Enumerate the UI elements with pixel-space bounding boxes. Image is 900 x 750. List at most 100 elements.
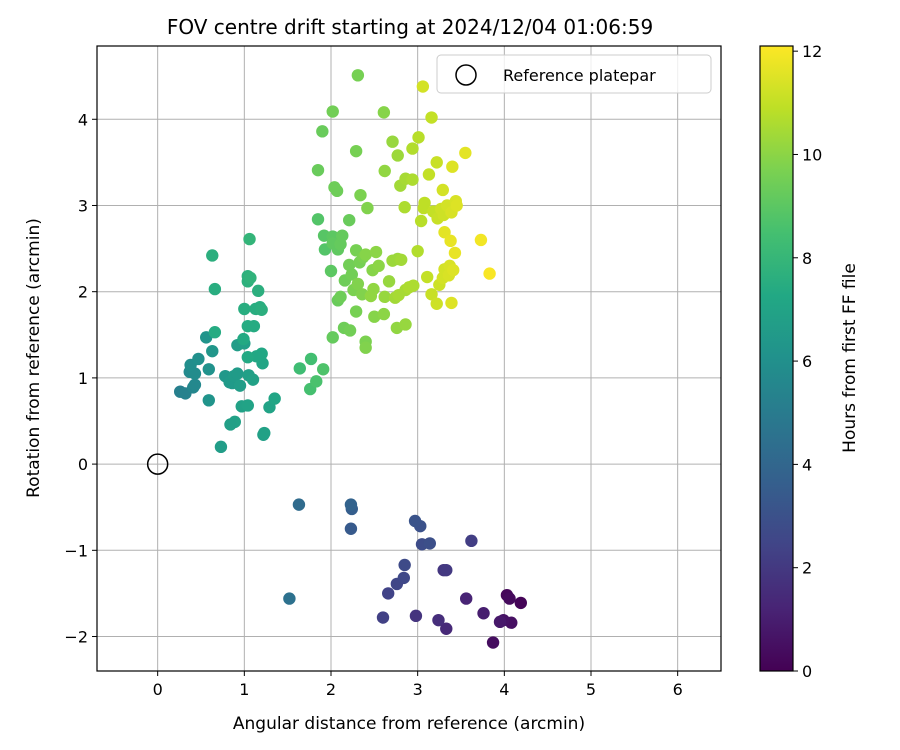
data-point — [206, 344, 219, 358]
data-point — [406, 173, 419, 186]
data-point — [412, 131, 425, 144]
x-tick-label: 6 — [673, 680, 683, 699]
data-point — [514, 596, 527, 610]
data-point — [258, 426, 271, 440]
legend-box — [436, 54, 712, 94]
data-point — [408, 514, 422, 528]
data-point — [436, 183, 449, 197]
data-point — [438, 226, 451, 239]
data-point — [292, 498, 306, 511]
data-point — [493, 615, 507, 629]
data-point — [324, 264, 338, 278]
data-point — [372, 259, 385, 273]
x-axis-title: Angular distance from reference (arcmin) — [233, 714, 585, 734]
data-point — [450, 199, 463, 212]
colorbar-title: Hours from first FF file — [840, 263, 860, 453]
data-point — [448, 246, 462, 260]
colorbar-gradient — [759, 45, 794, 672]
x-tick-label: 4 — [499, 680, 509, 699]
data-point — [416, 80, 430, 93]
data-point — [311, 213, 325, 226]
data-point — [391, 149, 404, 162]
data-point — [316, 125, 329, 138]
data-point — [351, 69, 365, 82]
data-point — [202, 394, 215, 407]
data-point — [354, 188, 367, 202]
data-point — [474, 233, 488, 247]
colorbar-ticks: 0 2 4 6 8 10 12 — [793, 42, 822, 681]
data-point — [430, 156, 443, 169]
chart-title: FOV centre drift starting at 2024/12/04 … — [167, 15, 653, 39]
reference-marker — [146, 453, 169, 475]
data-point — [343, 324, 357, 337]
data-point — [246, 373, 260, 386]
data-point — [202, 363, 215, 376]
data-point — [440, 563, 453, 577]
legend: Reference platepar — [436, 54, 712, 94]
data-point — [243, 232, 256, 246]
data-point — [397, 571, 410, 585]
data-point — [334, 290, 347, 304]
colorbar-tick-label: 8 — [802, 249, 812, 268]
data-point — [192, 352, 205, 366]
data-point — [447, 263, 460, 277]
data-point — [440, 622, 453, 635]
x-axis-ticks: 0 1 2 3 4 5 6 — [153, 671, 683, 699]
data-point — [349, 305, 363, 318]
data-point — [293, 362, 306, 375]
y-tick-label: −2 — [64, 628, 88, 647]
data-point — [421, 270, 434, 284]
legend-marker-icon — [455, 64, 477, 86]
data-point — [304, 352, 318, 366]
data-point — [247, 319, 261, 333]
data-point — [310, 375, 323, 388]
data-point — [411, 244, 424, 258]
data-point — [460, 592, 473, 605]
data-point — [344, 498, 358, 511]
data-point — [414, 214, 428, 228]
data-point — [233, 379, 247, 392]
x-tick-label: 3 — [413, 680, 423, 699]
y-tick-label: 4 — [78, 110, 88, 129]
data-point — [349, 144, 363, 158]
data-point — [377, 106, 391, 119]
data-point — [425, 288, 438, 301]
data-point — [317, 363, 330, 376]
data-point — [369, 245, 383, 259]
data-point — [224, 418, 237, 431]
reference-point — [146, 453, 169, 475]
data-point — [378, 290, 391, 304]
data-point — [359, 341, 372, 354]
colorbar-tick-label: 0 — [802, 662, 812, 681]
plot-frame — [96, 45, 722, 672]
data-point — [330, 184, 344, 198]
x-tick-label: 0 — [153, 680, 163, 699]
data-point — [446, 160, 459, 173]
data-point — [503, 592, 516, 605]
data-point — [386, 135, 399, 148]
data-point — [208, 326, 222, 339]
data-point — [483, 267, 496, 280]
data-point — [231, 367, 244, 380]
data-point — [399, 318, 412, 331]
data-point — [244, 271, 257, 285]
data-point — [343, 258, 356, 272]
data-point — [422, 168, 436, 181]
data-point — [445, 296, 458, 310]
y-axis-ticks: −2 −1 0 1 2 3 4 — [64, 110, 97, 647]
data-point — [237, 332, 250, 346]
data-point — [398, 201, 411, 214]
data-point — [377, 307, 391, 321]
legend-label: Reference platepar — [503, 66, 656, 85]
data-points — [174, 69, 527, 649]
data-point — [477, 607, 490, 620]
data-point — [382, 587, 395, 600]
data-point — [486, 636, 500, 649]
data-point — [430, 297, 443, 310]
data-point — [432, 613, 445, 627]
data-point — [214, 440, 228, 454]
y-tick-label: 2 — [78, 283, 88, 302]
data-point — [252, 284, 265, 298]
y-tick-label: 0 — [78, 455, 88, 474]
